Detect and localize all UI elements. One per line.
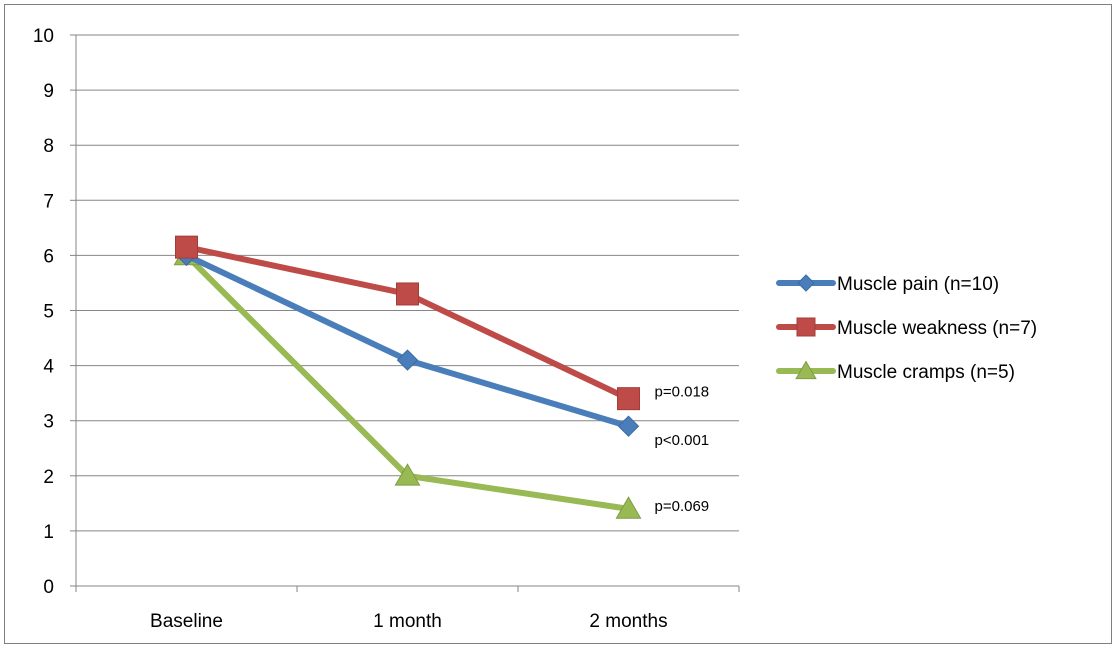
legend-label-1: Muscle weakness (n=7) [837, 318, 1037, 339]
legend-item-1: Muscle weakness (n=7) [776, 317, 1037, 339]
y-tick-label-1: 1 [43, 522, 54, 543]
series-line-0 [183, 252, 632, 430]
legend-item-2: Muscle cramps (n=5) [776, 360, 1015, 383]
data-point-1-1 [396, 282, 419, 306]
axes: 0 1 2 3 4 5 6 7 8 9 10 Baseline 1 month 2 months [33, 26, 740, 632]
data-point-1-2 [617, 387, 640, 411]
x-tick-label-0: Baseline [150, 611, 223, 632]
annotation-0: p=0.018 [655, 384, 710, 401]
data-point-2-2 [615, 496, 642, 519]
y-tick-label-4: 4 [43, 357, 54, 378]
annotation-2: p=0.069 [655, 498, 710, 515]
y-tick-label-3: 3 [43, 412, 54, 433]
series-1 [175, 235, 640, 411]
gridlines [76, 34, 739, 532]
y-tick-label-8: 8 [43, 136, 54, 157]
y-tick-label-0: 0 [43, 577, 54, 598]
y-tick-label-5: 5 [43, 302, 54, 323]
data-point-0-2 [617, 415, 640, 437]
y-tick-label-6: 6 [43, 246, 54, 267]
x-tick-label-1: 1 month [373, 611, 442, 632]
annotations: p=0.018 p<0.001 p=0.069 [655, 384, 710, 515]
data-point-2-1 [394, 463, 421, 486]
legend-marker-2 [795, 360, 817, 380]
legend: Muscle pain (n=10) Muscle weakness (n=7) M… [776, 274, 1037, 383]
data-point-0-1 [396, 349, 419, 371]
data-point-1-0 [175, 235, 198, 259]
legend-label-0: Muscle pain (n=10) [837, 274, 999, 295]
legend-marker-0 [797, 274, 815, 292]
legend-marker-1 [796, 317, 816, 337]
series-group [173, 235, 642, 519]
y-tick-label-9: 9 [43, 81, 54, 102]
x-tick-label-2: 2 months [589, 611, 667, 632]
series-0 [175, 244, 640, 437]
legend-item-0: Muscle pain (n=10) [776, 274, 999, 295]
y-tick-label-10: 10 [33, 26, 54, 47]
annotation-1: p<0.001 [655, 432, 710, 449]
chart-frame [4, 4, 1112, 644]
y-tick-label-2: 2 [43, 467, 54, 488]
legend-label-2: Muscle cramps (n=5) [837, 362, 1015, 383]
y-tick-label-7: 7 [43, 191, 54, 212]
